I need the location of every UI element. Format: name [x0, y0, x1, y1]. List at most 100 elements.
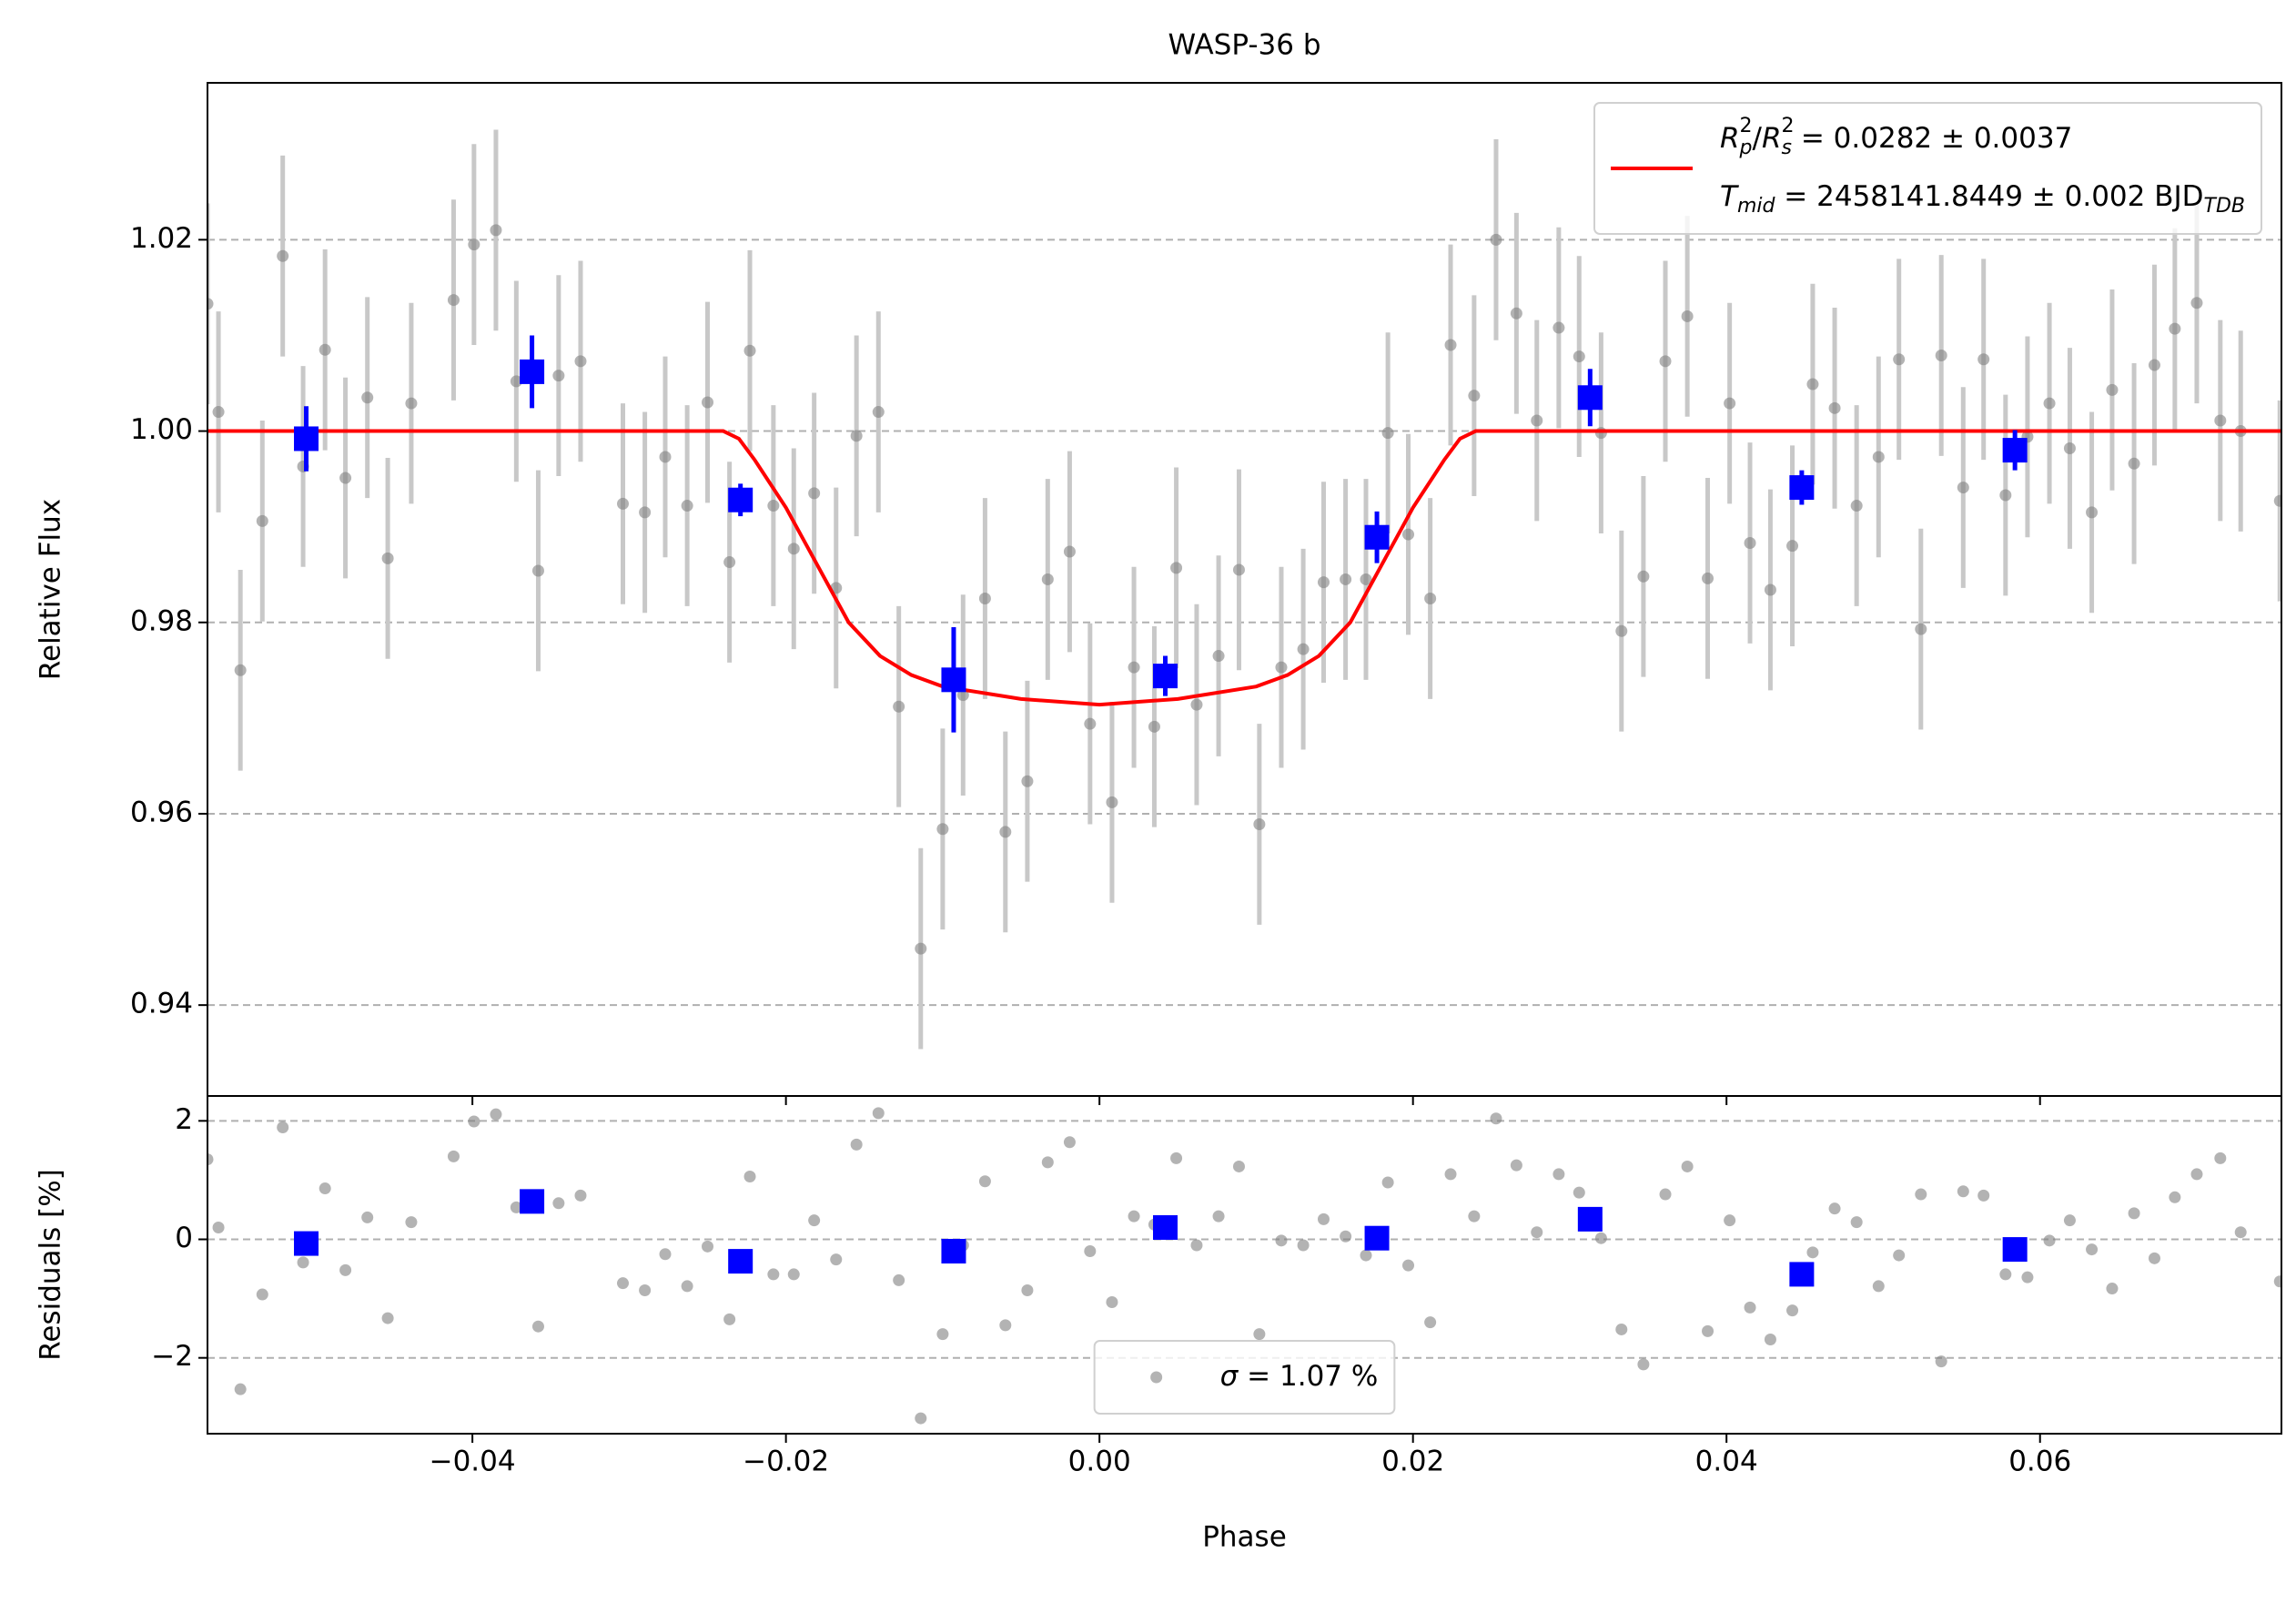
x-tick-label: −0.02 [743, 1446, 829, 1478]
data-point [1490, 233, 1502, 246]
panel: −2 0 2 −0.04 −0.02 0.00 0.02 0.04 0.06 Phase Resid… [35, 1095, 2282, 1554]
data-point [702, 1240, 714, 1253]
data-point [1744, 537, 1756, 550]
data-point [639, 1283, 652, 1296]
data-point [1084, 1245, 1097, 1258]
data-point [1637, 1358, 1650, 1371]
data-point [1681, 1160, 1694, 1172]
data-point [956, 689, 969, 702]
data-point [2148, 1252, 2160, 1264]
data-point [743, 1171, 756, 1183]
y-axis-label: Residuals [%] [35, 1169, 67, 1361]
data-point [659, 451, 672, 463]
data-point [2128, 1207, 2140, 1220]
data-point [1212, 650, 1225, 663]
data-point [277, 249, 289, 262]
plot-area [207, 129, 2281, 1050]
data-point [1510, 1159, 1522, 1172]
data-point [808, 487, 821, 500]
data-point [616, 497, 629, 510]
legend-text-run: = 0.0282 ± 0.0037 [1792, 122, 2072, 155]
data-point [872, 1107, 885, 1120]
legend-superscript: 2 [1740, 115, 1753, 137]
data-point [2128, 457, 2140, 470]
data-point [1681, 309, 1694, 322]
data-point [212, 1221, 225, 1233]
binned-point [1577, 385, 1603, 411]
data-point [1935, 350, 1947, 362]
data-point [1510, 307, 1522, 320]
data-point [552, 1197, 565, 1210]
data-point [1806, 378, 1819, 391]
x-axis-label: Phase [1202, 1521, 1287, 1554]
data-point [1828, 401, 1841, 414]
binned-point [1789, 475, 1815, 501]
data-point [1063, 1136, 1076, 1149]
y-tick-label: 0.96 [130, 796, 193, 828]
data-point [510, 375, 522, 388]
data-point [490, 224, 502, 237]
data-point [1253, 1328, 1266, 1341]
data-point [1490, 1112, 1502, 1125]
data-point [1957, 1185, 1969, 1198]
binned-point [1364, 1225, 1390, 1251]
data-point [936, 1328, 949, 1341]
data-point [1468, 1210, 1481, 1223]
data-point [743, 344, 756, 357]
data-point [1850, 1216, 1863, 1229]
y-tick-label: 2 [175, 1103, 193, 1136]
data-point [1381, 1176, 1394, 1189]
data-point [1977, 353, 1990, 366]
data-point [723, 556, 736, 569]
data-point [1786, 1304, 1799, 1317]
legend: σ = 1.07 % [1093, 1340, 1396, 1415]
data-point [1872, 451, 1885, 463]
binned-point [1153, 664, 1178, 689]
data-point [978, 1175, 991, 1188]
y-tick-label: 0.98 [130, 604, 193, 637]
data-point [1424, 592, 1437, 604]
data-point [1424, 1316, 1437, 1329]
legend-label: σ = 1.07 % [1220, 1360, 1379, 1393]
data-point [1317, 576, 1330, 589]
model-line [207, 429, 2281, 707]
data-point [1297, 1239, 1310, 1252]
data-point [1872, 1280, 1885, 1293]
data-point [2021, 1271, 2034, 1283]
data-point [1531, 1226, 1543, 1239]
legend-text-run: R [1720, 122, 1740, 155]
data-point [256, 1288, 268, 1301]
y-axis-label: Relative Flux [35, 499, 67, 680]
data-point [405, 1216, 418, 1229]
data-point [510, 1201, 522, 1213]
data-point [207, 298, 214, 310]
data-point [1724, 397, 1736, 410]
data-point [1553, 321, 1565, 334]
legend-box [1593, 102, 2262, 235]
legend-subscript: mid [1737, 195, 1776, 218]
data-point [1232, 1160, 1245, 1172]
data-point [1977, 1189, 1990, 1202]
data-point [297, 1256, 309, 1269]
binned-point [941, 1239, 966, 1264]
data-point [2234, 1226, 2247, 1239]
binned-point [941, 667, 966, 693]
y-tick-label: 1.00 [130, 413, 193, 446]
data-point [1893, 353, 1906, 366]
data-point [681, 1280, 693, 1293]
data-point [999, 1319, 1012, 1332]
data-point [830, 1253, 843, 1266]
data-point [1402, 528, 1415, 541]
binned-point [1789, 1262, 1815, 1287]
data-point [702, 396, 714, 409]
data-point [893, 1273, 905, 1286]
data-point [1724, 1214, 1736, 1227]
data-point [1764, 583, 1776, 596]
data-point [468, 238, 480, 251]
data-point [1828, 1202, 1841, 1215]
data-point [767, 1268, 780, 1281]
data-point [361, 1211, 374, 1223]
data-point [2063, 441, 2076, 454]
